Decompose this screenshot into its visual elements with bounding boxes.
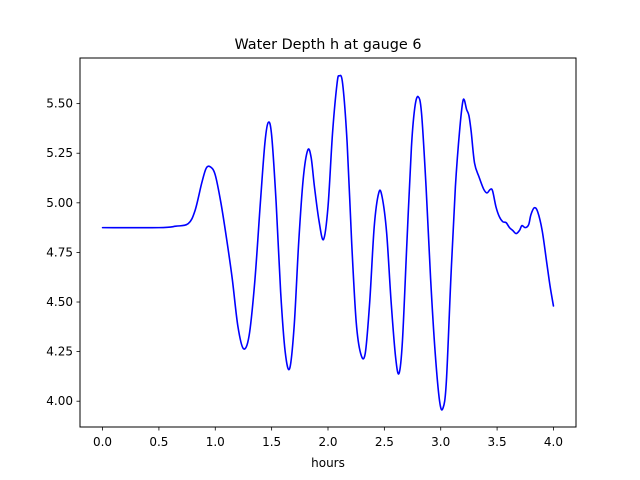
x-tick-label: 0.5 <box>149 435 168 449</box>
y-tick-label: 5.25 <box>46 146 73 160</box>
y-axis-ticks: 4.00 4.25 4.50 4.75 5.00 5.25 5.50 <box>46 97 80 408</box>
x-tick-label: 0.0 <box>93 435 112 449</box>
x-tick-label: 2.0 <box>318 435 337 449</box>
x-tick-label: 4.0 <box>544 435 563 449</box>
y-tick-label: 5.00 <box>46 196 73 210</box>
y-tick-label: 5.50 <box>46 97 73 111</box>
y-tick-label: 4.75 <box>46 245 73 259</box>
y-tick-label: 4.50 <box>46 295 73 309</box>
x-tick-label: 3.0 <box>431 435 450 449</box>
x-tick-label: 1.0 <box>206 435 225 449</box>
y-tick-label: 4.25 <box>46 345 73 359</box>
x-axis-title: hours <box>311 456 345 470</box>
chart-title: Water Depth h at gauge 6 <box>234 37 421 53</box>
x-axis-ticks: 0.0 0.5 1.0 1.5 2.0 2.5 3.0 3.5 4.0 <box>93 427 563 449</box>
series-line <box>101 74 555 411</box>
x-tick-label: 2.5 <box>375 435 394 449</box>
y-tick-label: 4.00 <box>46 394 73 408</box>
series-group <box>101 74 555 411</box>
x-tick-label: 1.5 <box>262 435 281 449</box>
x-tick-label: 3.5 <box>488 435 507 449</box>
